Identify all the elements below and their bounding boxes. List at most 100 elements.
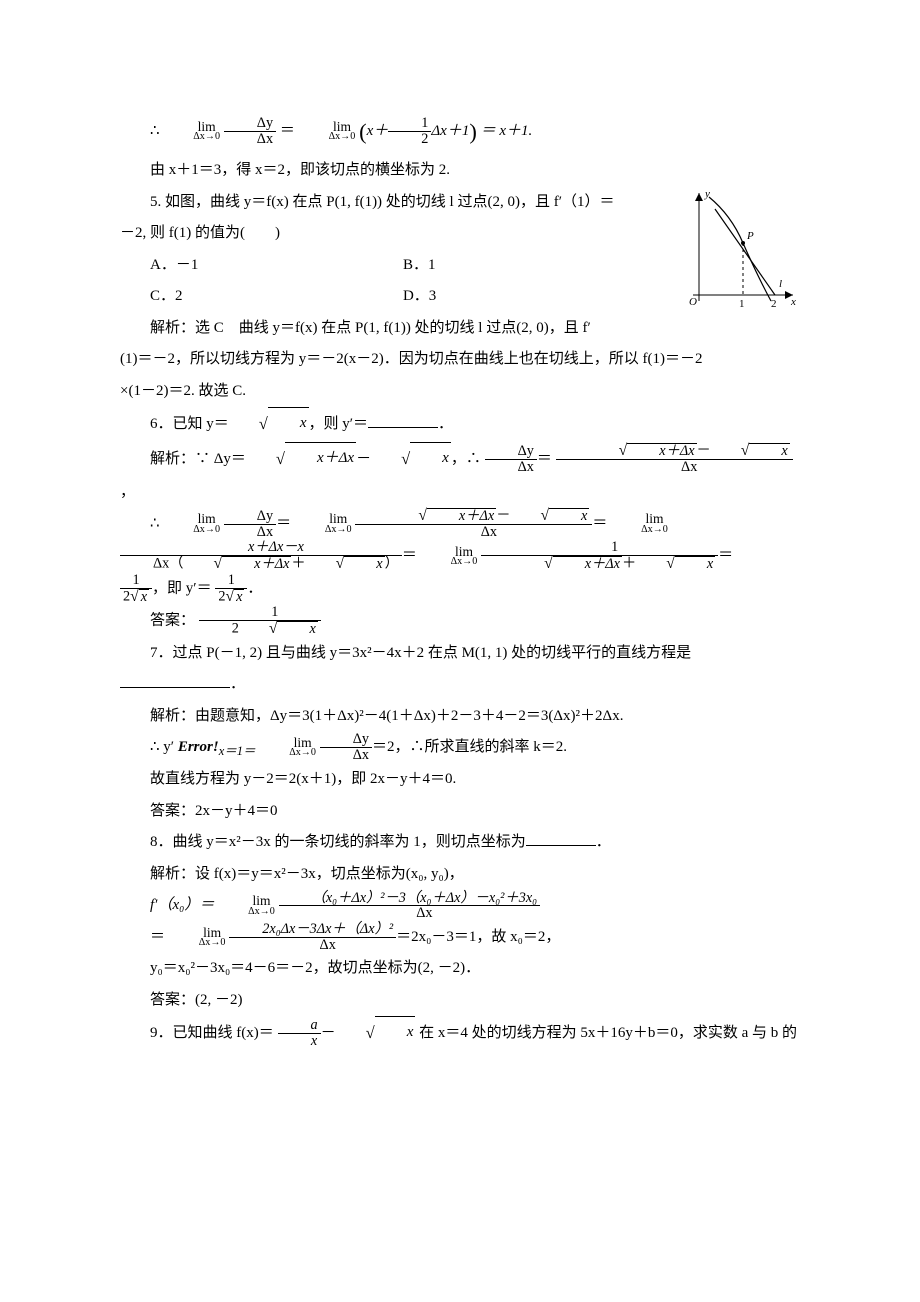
fraction: 1 √x＋Δx＋√x — [481, 540, 718, 572]
text: ． — [247, 580, 262, 596]
den: Δx — [224, 131, 276, 147]
text: y₀＝x₀²－3x₀＝4－6＝－2，故切点坐标为(2, －2)． — [150, 960, 480, 976]
num: 1 — [120, 573, 152, 588]
text: － — [356, 451, 371, 467]
text: ＝ — [276, 516, 291, 532]
den: 2√x — [199, 620, 321, 637]
den: x — [278, 1033, 321, 1049]
blank — [526, 830, 596, 846]
limit: limΔx→0 — [421, 545, 478, 569]
sub: x＝1＝ — [219, 744, 256, 758]
text: 故直线方程为 y－2＝2(x＋1)，即 2x－y＋4＝0. — [150, 771, 456, 787]
num: 1 — [388, 116, 431, 131]
text: ＝ — [718, 548, 733, 564]
option-d: D．3 — [403, 281, 667, 313]
fraction: 1 2√x — [215, 573, 247, 605]
text: ，即 y′＝ — [152, 580, 212, 596]
fraction: 1 2 — [388, 116, 431, 147]
text: ∴ — [150, 516, 163, 532]
q5-answer-2: (1)＝－2，所以切线方程为 y＝－2(x－2)．因为切点在曲线上也在切线上，所… — [120, 344, 800, 376]
fraction: x＋Δx－x Δx（√x＋Δx＋√x） — [120, 540, 402, 572]
fraction: a x — [278, 1018, 321, 1049]
q7-work-3: 故直线方程为 y－2＝2(x＋1)，即 2x－y＋4＝0. — [120, 764, 800, 796]
lim-bot: Δx→0 — [299, 132, 356, 142]
text: ． — [230, 676, 245, 692]
q7-answer: 答案：2x－y＋4＝0 — [120, 796, 800, 828]
radicand: x＋Δx — [285, 442, 356, 475]
den: Δx — [229, 937, 396, 953]
paren-left: ( — [359, 119, 367, 144]
q6-work-2: ∴ limΔx→0 Δy Δx ＝ limΔx→0 √x＋Δx－√x Δx ＝ … — [120, 508, 800, 573]
q7-work-1: 解析：由题意知，Δy＝3(1＋Δx)²－4(1＋Δx)＋2－3＋4－2＝3(Δx… — [120, 701, 800, 733]
q6-answer: 答案： 1 2√x — [120, 605, 800, 637]
num: Δy — [224, 116, 276, 131]
den: Δx（√x＋Δx＋√x） — [120, 555, 402, 572]
num: 1 — [199, 605, 321, 620]
radicand: x — [375, 1016, 416, 1049]
radicand: x — [268, 407, 309, 440]
den: Δx — [355, 524, 592, 540]
text: ， — [120, 484, 135, 500]
fraction: Δy Δx — [485, 444, 537, 475]
text: ＝2x₀－3＝1，故 x₀＝2， — [396, 929, 560, 945]
text: 解析：∵ Δy＝ — [150, 451, 246, 467]
text: ＝ — [280, 123, 299, 139]
q9-stem: 9．已知曲线 f(x)＝ a x －√x 在 x＝4 处的切线方程为 5x＋16… — [120, 1016, 800, 1051]
fraction: Δy Δx — [224, 116, 276, 147]
q7-blank: ． — [120, 669, 800, 701]
q6-work-3: 1 2√x ，即 y′＝ 1 2√x ． — [120, 573, 800, 605]
text: 在 x＝4 处的切线方程为 5x＋16y＋b＝0，求实数 a 与 b 的 — [415, 1025, 797, 1041]
text: D．3 — [403, 288, 436, 304]
text-line: 由 x＋1＝3，得 x＝2，即该切点的横坐标为 2. — [120, 155, 800, 187]
den: Δx — [485, 459, 537, 475]
den: Δx — [320, 747, 372, 763]
num: 2x₀Δx－3Δx＋（Δx）² — [229, 922, 396, 937]
text: ＝ — [150, 929, 165, 945]
fraction: Δy Δx — [224, 509, 276, 540]
den: √x＋Δx＋√x — [481, 555, 718, 572]
q8-work-4: y₀＝x₀²－3x₀＝4－6＝－2，故切点坐标为(2, －2)． — [120, 953, 800, 985]
text: ． — [596, 834, 611, 850]
figure-q5: O x y P 1 2 l — [685, 187, 800, 322]
num: a — [278, 1018, 321, 1033]
limit: limΔx→0 — [169, 926, 226, 950]
text: 8．曲线 y＝x²－3x 的一条切线的斜率为 1，则切点坐标为 — [150, 834, 526, 850]
text: ×(1－2)＝2. 故选 C. — [120, 383, 246, 399]
fraction: （x₀＋Δx）²－3（x₀＋Δx）－x₀²＋3x₀ Δx — [279, 891, 541, 922]
text: 答案： — [150, 613, 195, 629]
text: ＝ — [402, 548, 417, 564]
den: Δx — [279, 905, 541, 921]
q6-stem: 6．已知 y＝√x，则 y′＝． — [120, 407, 800, 442]
limit: limΔx→0 — [259, 736, 316, 760]
option-c: C．2 — [150, 281, 403, 313]
text: －2, 则 f(1) 的值为( ) — [120, 225, 280, 241]
limit: lim Δx→0 — [163, 120, 220, 144]
limit: limΔx→0 — [611, 512, 668, 536]
paren-right: ) — [469, 119, 477, 144]
sqrt: √x＋Δx — [246, 442, 356, 477]
error-text: Error! — [178, 739, 219, 755]
q8-stem: 8．曲线 y＝x²－3x 的一条切线的斜率为 1，则切点坐标为 ． — [120, 827, 800, 859]
lim-bot: Δx→0 — [163, 132, 220, 142]
options-row: A．－1 B．1 — [120, 250, 677, 282]
text: A．－1 — [150, 257, 198, 273]
text: 5. 如图，曲线 y＝f(x) 在点 P(1, f(1)) 处的切线 l 过点(… — [150, 194, 615, 210]
num: （x₀＋Δx）²－3（x₀＋Δx）－x₀²＋3x₀ — [279, 891, 541, 906]
num: √x＋Δx－√x — [556, 443, 793, 459]
num: √x＋Δx－√x — [355, 508, 592, 524]
text: 7．过点 P(－1, 2) 且与曲线 y＝3x²－4x＋2 在点 M(1, 1)… — [150, 645, 691, 661]
svg-text:P: P — [746, 230, 754, 242]
limit: limΔx→0 — [218, 894, 275, 918]
text: 6．已知 y＝ — [150, 416, 229, 432]
den: Δx — [224, 524, 276, 540]
den: Δx — [556, 459, 793, 475]
num: 1 — [215, 573, 247, 588]
fraction: 1 2√x — [199, 605, 321, 637]
text: ＝2，∴所求直线的斜率 k＝2. — [372, 739, 567, 755]
radicand: x — [410, 442, 451, 475]
text: 答案：2x－y＋4＝0 — [150, 803, 278, 819]
sqrt: √x — [336, 1016, 416, 1051]
svg-text:l: l — [779, 278, 782, 290]
fraction: 2x₀Δx－3Δx＋（Δx）² Δx — [229, 922, 396, 953]
text: ． — [438, 416, 453, 432]
